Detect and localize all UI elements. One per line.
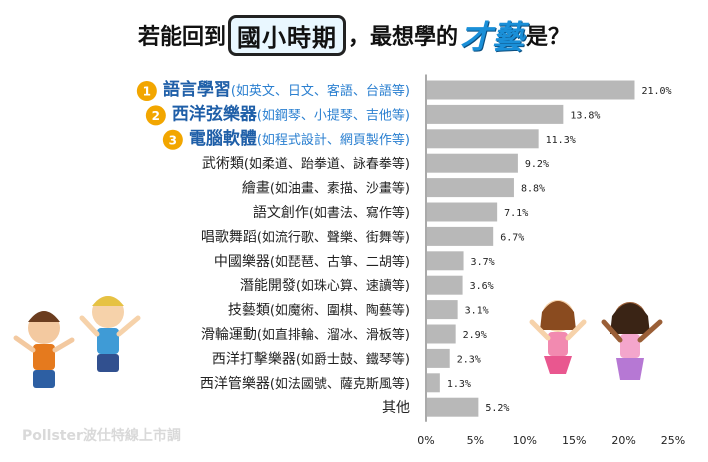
title-part-5: 是？ (526, 25, 571, 50)
data-label-8: 3.7% (471, 257, 495, 268)
category-sub-4: (如柔道、跆拳道、詠春拳等) (244, 156, 410, 172)
data-label-6: 7.1% (504, 208, 528, 219)
data-label-13: 1.3% (447, 379, 471, 390)
category-label-11: 滑輪運動(如直排輪、溜冰、滑板等) (201, 326, 410, 343)
data-label-5: 8.8% (521, 184, 545, 195)
category-main-5: 繪畫 (242, 180, 270, 197)
title-part-4-highlight: 才藝 (460, 18, 525, 56)
title-part-3: ，最想學的 (347, 25, 458, 50)
category-sub-5: (如油畫、素描、沙畫等) (270, 181, 410, 197)
bar-12 (427, 348, 450, 368)
data-label-1: 21.0% (641, 86, 671, 97)
category-sub-6: (如書法、寫作等) (309, 205, 410, 221)
bar-4 (427, 153, 518, 173)
bar-2 (427, 104, 564, 124)
category-main-7: 唱歌舞蹈 (201, 229, 257, 245)
category-sub-2: (如鋼琴、小提琴、吉他等) (257, 107, 410, 123)
data-label-10: 3.1% (465, 306, 489, 317)
rank-number-1: 1 (143, 85, 151, 99)
category-main-9: 潛能開發 (240, 278, 296, 294)
category-label-7: 唱歌舞蹈(如流行歌、聲樂、街舞等) (201, 229, 410, 245)
bar-5 (427, 178, 514, 198)
data-label-2: 13.8% (570, 110, 600, 121)
category-sub-7: (如流行歌、聲樂、街舞等) (257, 229, 410, 245)
bar-7 (427, 226, 494, 246)
data-label-4: 9.2% (525, 159, 549, 170)
category-sub-8: (如琵琶、古箏、二胡等) (270, 254, 410, 270)
category-sub-1: (如英文、日文、客語、台語等) (231, 83, 410, 99)
category-label-6: 語文創作(如書法、寫作等) (253, 205, 410, 221)
x-tick-label-2: 10% (513, 434, 537, 447)
rank-badge-2 (145, 105, 166, 126)
category-sub-13: (如法國號、薩克斯風等) (270, 376, 410, 392)
bar-11 (427, 324, 456, 344)
category-main-14: 其他 (382, 400, 410, 416)
rank-badge-3 (162, 129, 183, 150)
bar-1 (427, 80, 635, 100)
data-label-11: 2.9% (463, 330, 487, 341)
category-label-9: 潛能開發(如珠心算、速讀等) (240, 278, 410, 294)
data-label-9: 3.6% (470, 281, 494, 292)
category-sub-3: (如程式設計、網頁製作等) (257, 132, 410, 148)
category-main-8: 中國樂器 (214, 253, 270, 270)
bar-6 (427, 202, 498, 222)
data-label-3: 11.3% (546, 135, 576, 146)
source-watermark: Pollster波仕特線上市調 (22, 428, 181, 444)
category-sub-12: (如爵士鼓、鐵琴等) (296, 351, 410, 367)
category-main-1: 語言學習 (163, 79, 231, 100)
x-tick-label-5: 25% (661, 434, 685, 447)
category-main-11: 滑輪運動 (201, 326, 257, 343)
category-main-12: 西洋打擊樂器 (212, 350, 296, 367)
x-tick-label-4: 20% (611, 434, 635, 447)
category-sub-10: (如魔術、圍棋、陶藝等) (270, 303, 410, 319)
category-sub-9: (如珠心算、速讀等) (296, 278, 410, 294)
category-sub-11: (如直排輪、溜冰、滑板等) (257, 327, 410, 343)
x-tick-label-3: 15% (562, 434, 586, 447)
bar-9 (427, 275, 463, 295)
title-part-2-highlight: 國小時期 (227, 14, 346, 56)
rank-number-3: 3 (169, 133, 177, 147)
category-main-10: 技藝類 (228, 303, 270, 319)
x-tick-label-0: 0% (417, 434, 434, 447)
category-label-4: 武術類(如柔道、跆拳道、詠春拳等) (202, 156, 410, 172)
category-label-13: 西洋管樂器(如法國號、薩克斯風等) (200, 375, 410, 392)
category-main-2: 西洋弦樂器 (172, 103, 258, 124)
category-main-13: 西洋管樂器 (200, 375, 270, 392)
category-main-4: 武術類 (202, 156, 244, 172)
chart-title: 若能回到 國小時期 ，最想學的才藝是？ (0, 12, 708, 58)
data-label-12: 2.3% (457, 354, 481, 365)
category-main-6: 語文創作 (253, 205, 309, 221)
category-label-10: 技藝類(如魔術、圍棋、陶藝等) (228, 303, 410, 319)
category-main-3: 電腦軟體 (189, 128, 257, 149)
rank-number-2: 2 (152, 109, 160, 123)
category-label-14: 其他 (382, 400, 410, 416)
bar-13 (427, 373, 440, 393)
category-label-8: 中國樂器(如琵琶、古箏、二胡等) (214, 253, 410, 270)
category-label-2: 西洋弦樂器(如鋼琴、小提琴、吉他等) (172, 103, 410, 124)
data-label-14: 5.2% (485, 403, 509, 414)
bar-3 (427, 129, 539, 149)
category-label-12: 西洋打擊樂器(如爵士鼓、鐵琴等) (212, 350, 410, 367)
bar-10 (427, 300, 458, 320)
bar-14 (427, 397, 479, 417)
data-label-7: 6.7% (500, 232, 524, 243)
rank-badge-1 (136, 81, 157, 101)
title-part-1: 若能回到 (137, 25, 226, 50)
x-tick-label-1: 5% (467, 434, 484, 447)
bar-8 (427, 251, 464, 271)
category-label-3: 電腦軟體(如程式設計、網頁製作等) (189, 128, 410, 149)
category-label-5: 繪畫(如油畫、素描、沙畫等) (242, 180, 410, 197)
category-label-1: 語言學習(如英文、日文、客語、台語等) (163, 79, 410, 100)
